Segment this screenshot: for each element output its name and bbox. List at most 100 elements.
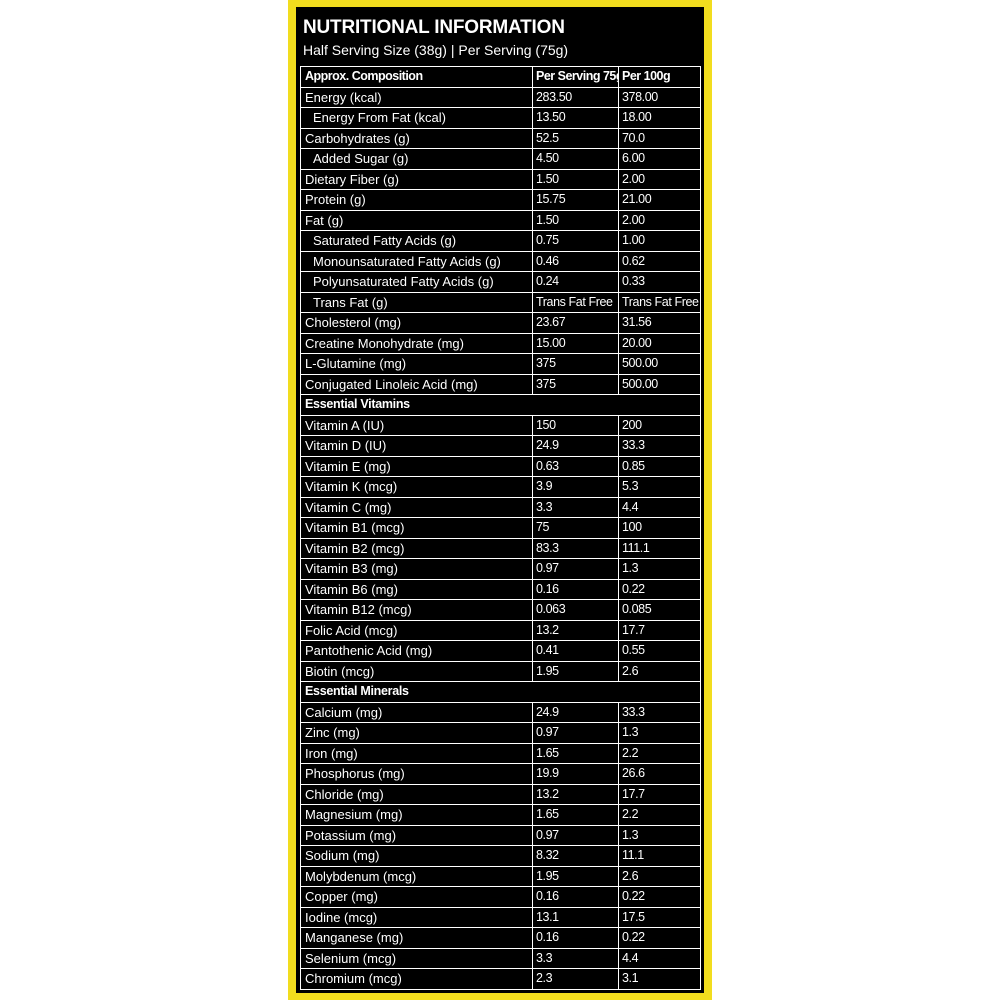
table-row: Chloride (mg) 13.2 17.7 (300, 783, 701, 805)
value-cell: 0.16 (532, 886, 619, 908)
nutrient-name: Pantothenic Acid (mg) (300, 640, 533, 662)
value-cell: 17.7 (618, 619, 701, 641)
nutrient-name: Molybdenum (mcg) (300, 865, 533, 887)
value-cell: 15.75 (532, 189, 619, 211)
nutrient-name: Cholesterol (mg) (300, 312, 533, 334)
nutrient-name: Vitamin K (mcg) (300, 476, 533, 498)
nutrient-name: Iron (mg) (300, 742, 533, 764)
value-cell: 150 (532, 414, 619, 436)
table-row: Pantothenic Acid (mg) 0.41 0.55 (300, 640, 701, 662)
value-cell: 200 (618, 414, 701, 436)
nutrient-name: Magnesium (mg) (300, 804, 533, 826)
value-cell: 0.97 (532, 558, 619, 580)
table-row: Vitamin B2 (mcg) 83.3 111.1 (300, 537, 701, 559)
value-cell: 17.5 (618, 906, 701, 928)
table-row: Iodine (mcg) 13.1 17.5 (300, 906, 701, 928)
table-row: Sodium (mg) 8.32 11.1 (300, 845, 701, 867)
nutrient-name: Vitamin A (IU) (300, 414, 533, 436)
value-cell: 31.56 (618, 312, 701, 334)
nutrient-name: Copper (mg) (300, 886, 533, 908)
column-header: Per Serving 75g (532, 66, 619, 88)
value-cell: 13.2 (532, 783, 619, 805)
table-row: Carbohydrates (g) 52.5 70.0 (300, 127, 701, 149)
nutrition-table: Approx. Composition Per Serving 75g Per 10… (300, 66, 701, 990)
section-row: Essential Minerals (300, 681, 701, 703)
value-cell: 0.16 (532, 927, 619, 949)
value-cell: 0.97 (532, 824, 619, 846)
column-header: Approx. Composition (300, 66, 533, 88)
table-row: Molybdenum (mcg) 1.95 2.6 (300, 865, 701, 887)
value-cell: 70.0 (618, 127, 701, 149)
value-cell: 3.3 (532, 496, 619, 518)
table-row: Dietary Fiber (g) 1.50 2.00 (300, 168, 701, 190)
value-cell: 375 (532, 373, 619, 395)
nutrient-name: Vitamin C (mg) (300, 496, 533, 518)
nutrient-name: Chloride (mg) (300, 783, 533, 805)
nutrient-name: Sodium (mg) (300, 845, 533, 867)
value-cell: 83.3 (532, 537, 619, 559)
value-cell: 3.1 (618, 968, 701, 990)
value-cell: 23.67 (532, 312, 619, 334)
value-cell: 1.95 (532, 865, 619, 887)
table-row: Polyunsaturated Fatty Acids (g) 0.24 0.33 (300, 271, 701, 293)
value-cell: 0.22 (618, 927, 701, 949)
nutrient-name: Dietary Fiber (g) (300, 168, 533, 190)
subtitle: Half Serving Size (38g) | Per Serving (7… (303, 42, 569, 58)
nutrient-name: Calcium (mg) (300, 701, 533, 723)
value-cell: 1.65 (532, 742, 619, 764)
table-row: Magnesium (mg) 1.65 2.2 (300, 804, 701, 826)
nutrient-name: Iodine (mcg) (300, 906, 533, 928)
label-border: NUTRITIONAL INFORMATION Half Serving Siz… (288, 0, 712, 1000)
value-cell: 2.2 (618, 804, 701, 826)
value-cell: 100 (618, 517, 701, 539)
value-cell: 5.3 (618, 476, 701, 498)
table-row: Vitamin D (IU) 24.9 33.3 (300, 435, 701, 457)
table-row: Vitamin E (mg) 0.63 0.85 (300, 455, 701, 477)
nutrient-name: Carbohydrates (g) (300, 127, 533, 149)
nutrient-name: Saturated Fatty Acids (g) (300, 230, 533, 252)
value-cell: 4.4 (618, 947, 701, 969)
column-header: Per 100g (618, 66, 701, 88)
value-cell: 0.22 (618, 886, 701, 908)
nutrient-name: Monounsaturated Fatty Acids (g) (300, 250, 533, 272)
nutrient-name: Energy From Fat (kcal) (300, 107, 533, 129)
section-heading: Essential Vitamins (300, 394, 701, 416)
nutrient-name: Creatine Monohydrate (mg) (300, 332, 533, 354)
table-row: Manganese (mg) 0.16 0.22 (300, 927, 701, 949)
value-cell: 13.2 (532, 619, 619, 641)
table-row: Chromium (mcg) 2.3 3.1 (300, 968, 701, 990)
table-row: Iron (mg) 1.65 2.2 (300, 742, 701, 764)
value-cell: 378.00 (618, 86, 701, 108)
table-row: Protein (g) 15.75 21.00 (300, 189, 701, 211)
value-cell: 0.063 (532, 599, 619, 621)
value-cell: 1.3 (618, 558, 701, 580)
value-cell: 2.00 (618, 209, 701, 231)
table-row: Trans Fat (g) Trans Fat Free Trans Fat Fre… (300, 291, 701, 313)
nutrient-name: Vitamin B1 (mcg) (300, 517, 533, 539)
nutrient-name: Vitamin B6 (mg) (300, 578, 533, 600)
table-row: Biotin (mcg) 1.95 2.6 (300, 660, 701, 682)
table-row: Phosphorus (mg) 19.9 26.6 (300, 763, 701, 785)
table-row: Copper (mg) 0.16 0.22 (300, 886, 701, 908)
value-cell: 1.3 (618, 824, 701, 846)
value-cell: 375 (532, 353, 619, 375)
value-cell: 0.41 (532, 640, 619, 662)
nutrient-name: Conjugated Linoleic Acid (mg) (300, 373, 533, 395)
table-row: Conjugated Linoleic Acid (mg) 375 500.00 (300, 373, 701, 395)
nutrient-name: Folic Acid (mcg) (300, 619, 533, 641)
value-cell: 33.3 (618, 701, 701, 723)
nutrient-name: Added Sugar (g) (300, 148, 533, 170)
nutrient-name: Vitamin D (IU) (300, 435, 533, 457)
value-cell: 111.1 (618, 537, 701, 559)
value-cell: 0.33 (618, 271, 701, 293)
value-cell: 0.75 (532, 230, 619, 252)
value-cell: 6.00 (618, 148, 701, 170)
value-cell: 0.24 (532, 271, 619, 293)
value-cell: 0.22 (618, 578, 701, 600)
nutrient-name: Polyunsaturated Fatty Acids (g) (300, 271, 533, 293)
value-cell: 11.1 (618, 845, 701, 867)
section-row: Essential Vitamins (300, 394, 701, 416)
value-cell: 1.00 (618, 230, 701, 252)
label-panel: NUTRITIONAL INFORMATION Half Serving Siz… (296, 7, 704, 993)
